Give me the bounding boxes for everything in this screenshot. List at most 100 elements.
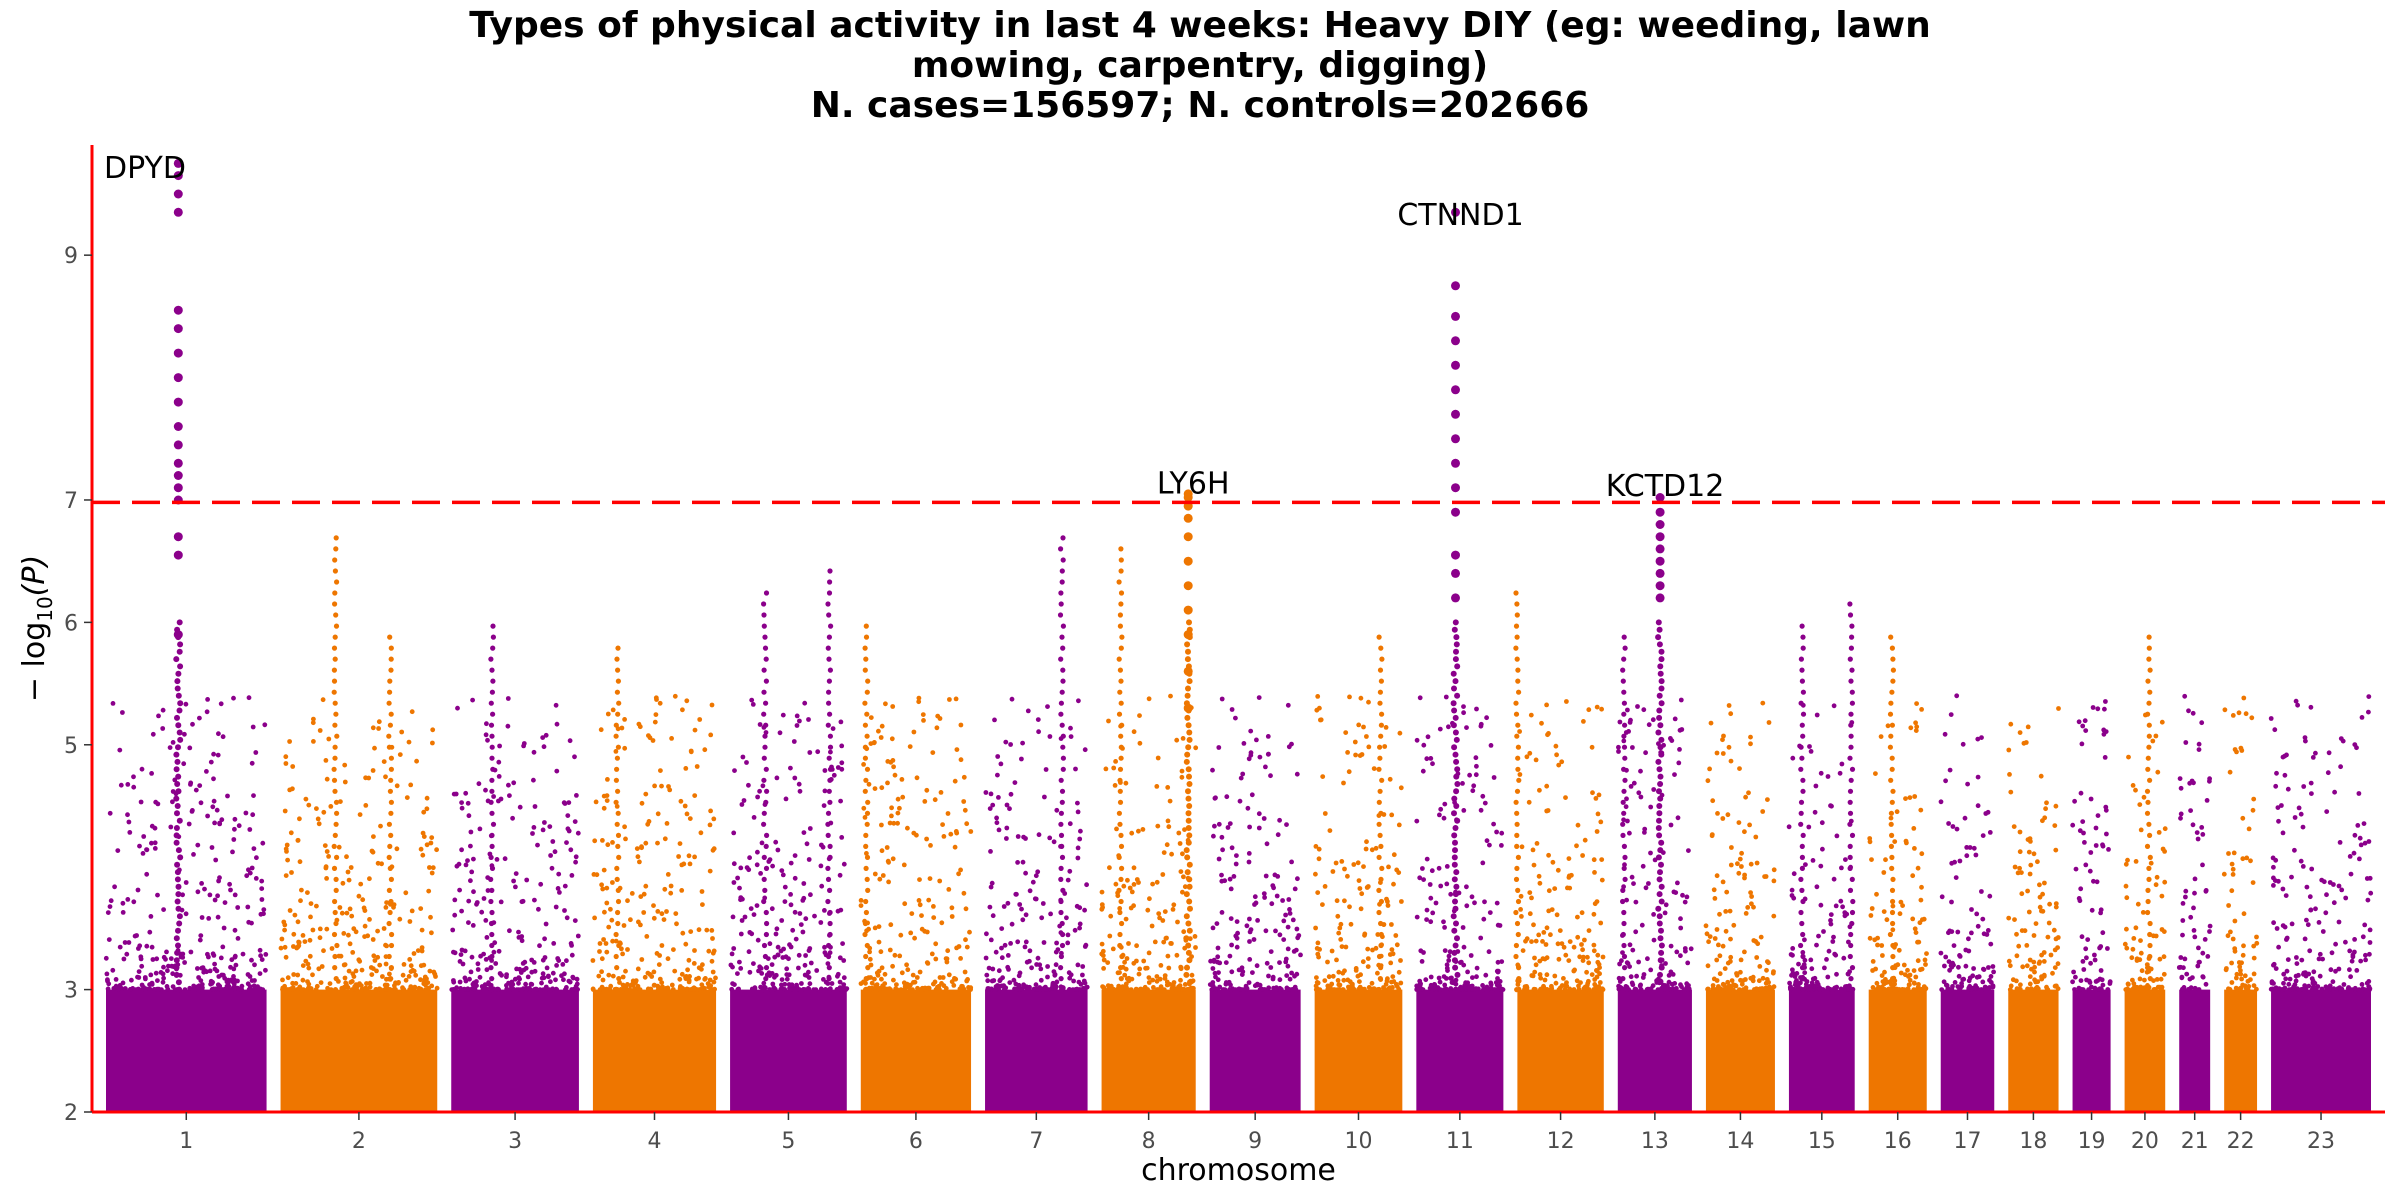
snp-point: [1638, 982, 1643, 988]
snp-point: [1136, 880, 1141, 885]
snp-point: [763, 700, 769, 706]
snp-point: [1005, 953, 1011, 958]
snp-point: [764, 920, 770, 927]
snp-point: [1566, 875, 1572, 880]
snp-point: [1799, 887, 1805, 894]
snp-point: [1616, 749, 1621, 754]
chromosome-band-18: [2008, 989, 2059, 1112]
snp-point: [1751, 938, 1757, 943]
snp-point: [2241, 695, 2247, 701]
snp-point: [2144, 788, 2151, 794]
snp-point: [172, 777, 178, 783]
snp-point: [354, 987, 360, 992]
snp-point: [1540, 939, 1545, 944]
snp-point: [2188, 914, 2194, 920]
snp-point: [1437, 812, 1442, 818]
snp-point: [763, 678, 770, 684]
snp-point: [1646, 722, 1652, 728]
snp-point: [1442, 925, 1447, 930]
snp-point: [1515, 766, 1521, 772]
snp-point: [1986, 965, 1991, 970]
snp-point: [212, 961, 218, 967]
snp-point: [1946, 959, 1952, 964]
snp-point: [839, 760, 845, 766]
snp-point: [1890, 788, 1896, 794]
snp-point: [461, 986, 467, 992]
snp-point: [2082, 840, 2087, 845]
snp-point: [2084, 977, 2090, 983]
snp-point: [711, 816, 717, 822]
snp-point: [2310, 980, 2316, 986]
snp-point: [334, 942, 340, 949]
snp-point: [176, 648, 183, 655]
snp-point: [424, 795, 430, 801]
snp-point: [1620, 799, 1626, 805]
snp-point: [864, 810, 871, 816]
snp-point: [1538, 975, 1544, 981]
snp-point: [1711, 887, 1717, 893]
snp-point: [232, 927, 238, 933]
snp-point: [183, 911, 189, 917]
snp-point: [1355, 860, 1361, 866]
snp-point: [1735, 861, 1740, 867]
snp-point: [2142, 977, 2147, 983]
snp-point: [518, 970, 524, 975]
snp-point: [1631, 881, 1636, 886]
snp-point: [1237, 798, 1243, 804]
snp-point: [1572, 967, 1577, 973]
snp-point: [539, 980, 544, 986]
snp-point: [709, 702, 715, 708]
snp-point: [2196, 945, 2201, 951]
snp-point: [1356, 878, 1362, 883]
snp-point: [1545, 732, 1550, 738]
snp-point: [177, 854, 184, 861]
snp-point: [1059, 854, 1066, 861]
snp-point: [2053, 901, 2059, 906]
snp-point: [619, 725, 625, 731]
snp-point: [1107, 933, 1113, 939]
snp-point: [1217, 960, 1223, 966]
snp-point: [590, 958, 596, 963]
snp-point: [876, 939, 882, 945]
snp-point: [1105, 960, 1111, 965]
snp-point: [2294, 955, 2299, 960]
snp-point: [218, 955, 224, 961]
snp-point: [674, 921, 679, 927]
snp-point: [176, 707, 183, 714]
snp-point: [554, 768, 560, 774]
snp-point: [784, 976, 790, 982]
snp-point: [483, 732, 489, 738]
snp-point: [1117, 970, 1122, 975]
snp-point: [2032, 969, 2037, 975]
snp-point: [1383, 981, 1389, 987]
snp-point: [2027, 871, 2033, 877]
snp-point: [1800, 777, 1806, 783]
snp-point: [630, 981, 635, 987]
snp-point: [2129, 955, 2135, 961]
snp-point: [1316, 846, 1322, 852]
snp-point: [623, 836, 628, 842]
snp-point: [1514, 656, 1520, 662]
snp-point: [938, 790, 944, 795]
snp-point: [472, 986, 478, 992]
snp-point: [679, 862, 685, 868]
snp-point: [1131, 729, 1137, 735]
snp-point: [1745, 905, 1751, 910]
snp-point: [1180, 851, 1185, 857]
snp-point: [790, 927, 796, 933]
snp-point: [1484, 838, 1490, 844]
snp-point: [688, 929, 694, 934]
snp-point: [1229, 942, 1234, 948]
snp-point: [174, 949, 181, 956]
snp-point: [1111, 765, 1117, 771]
snp-point: [1169, 851, 1174, 857]
snp-point: [1825, 974, 1831, 980]
snp-point: [2356, 987, 2362, 992]
snp-point: [635, 983, 641, 989]
snp-point: [523, 981, 528, 987]
snp-point: [1575, 822, 1581, 828]
snp-point: [2330, 979, 2336, 985]
chromosome-band-7: [985, 989, 1088, 1112]
snp-point: [1019, 906, 1024, 912]
snp-point: [1285, 963, 1291, 969]
